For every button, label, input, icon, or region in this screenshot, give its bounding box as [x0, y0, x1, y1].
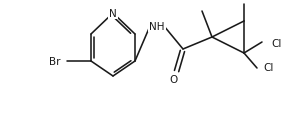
Text: Br: Br: [49, 56, 60, 66]
Text: NH: NH: [149, 22, 165, 32]
Text: O: O: [170, 74, 178, 84]
Text: Cl: Cl: [271, 39, 281, 49]
Text: Cl: Cl: [263, 62, 273, 72]
Text: N: N: [109, 9, 117, 19]
